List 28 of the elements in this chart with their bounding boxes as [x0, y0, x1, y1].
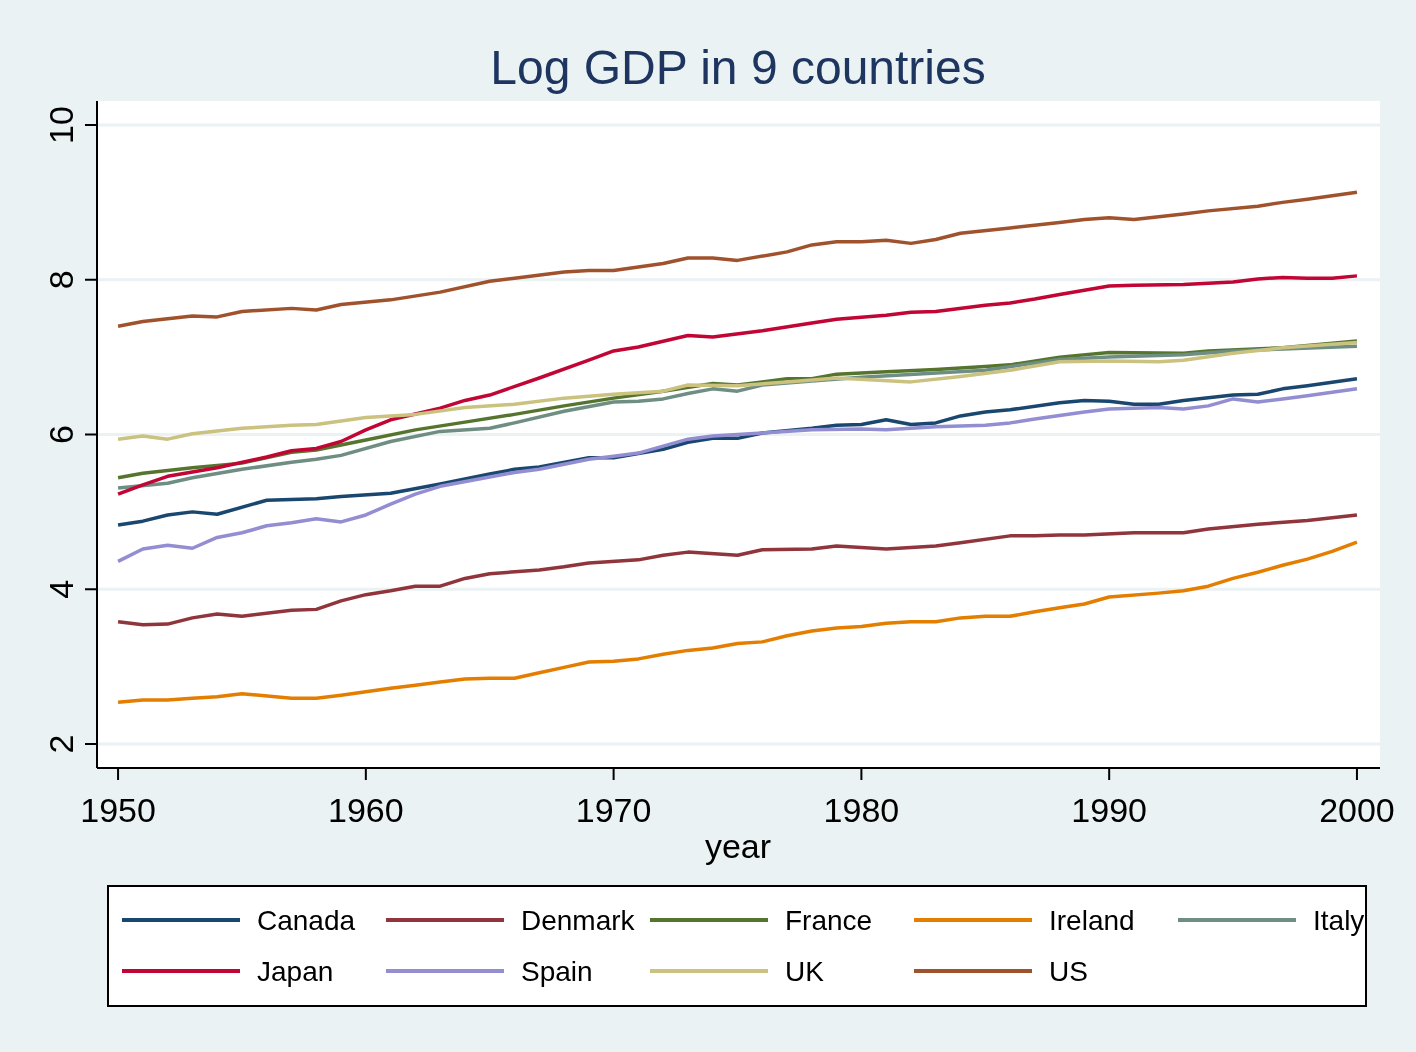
y-tick-label: 10	[42, 106, 80, 144]
line-series	[116, 513, 1359, 627]
legend-label: Japan	[257, 956, 334, 987]
x-axis-title: year	[704, 827, 772, 865]
x-tick-label: 1960	[328, 791, 404, 829]
y-tick-label: 8	[42, 270, 80, 290]
chart-title: Log GDP in 9 countries	[490, 41, 986, 94]
line-series	[116, 387, 1359, 564]
legend-label: Canada	[257, 905, 356, 936]
x-tick-label: 1980	[823, 791, 900, 829]
x-tick-label: 1970	[575, 791, 652, 829]
legend-label: Ireland	[1049, 905, 1135, 936]
x-tick-label: 2000	[1319, 791, 1395, 829]
x-tick-label: 1950	[80, 791, 156, 829]
legend-label: Italy	[1313, 905, 1365, 936]
y-tick-label: 4	[42, 579, 80, 599]
y-tick-label: 6	[42, 425, 80, 444]
line-series	[116, 540, 1359, 704]
legend-label: Spain	[521, 956, 593, 987]
legend-label: Denmark	[521, 905, 636, 936]
legend-label: France	[785, 905, 873, 936]
legend-label: US	[1049, 956, 1088, 987]
line-series	[116, 340, 1359, 441]
line-series	[116, 190, 1359, 328]
line-series	[116, 274, 1359, 496]
x-tick-label: 1990	[1071, 791, 1147, 829]
legend-label: UK	[785, 956, 825, 987]
y-tick-label: 2	[42, 734, 80, 754]
